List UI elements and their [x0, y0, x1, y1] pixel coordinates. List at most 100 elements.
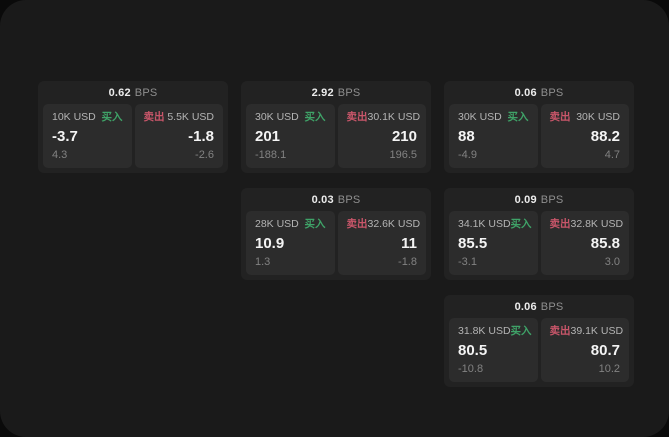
- sell-panel-header: 卖出 5.5K USD: [144, 111, 215, 124]
- sell-amount: 30.1K USD: [367, 111, 421, 123]
- sell-amount: 32.8K USD: [570, 218, 624, 230]
- sell-side-label: 卖出: [346, 218, 368, 230]
- buy-panel[interactable]: 10K USD 买入 -3.7 4.3: [43, 104, 132, 168]
- bps-value: 0.09: [514, 193, 537, 206]
- quote-panels: 10K USD 买入 -3.7 4.3 卖出 5.5K USD -1.8 -2.…: [38, 104, 228, 173]
- sell-panel-header: 卖出 30.1K USD: [346, 111, 421, 124]
- bps-unit-label: BPS: [337, 86, 361, 99]
- quote-panels: 30K USD 买入 88 -4.9 卖出 30K USD 88.2 4.7: [444, 104, 634, 173]
- sell-side-label: 卖出: [549, 218, 571, 230]
- sell-panel[interactable]: 卖出 30.1K USD 210 196.5: [337, 104, 426, 168]
- sell-price: 11: [401, 234, 417, 252]
- sell-price: -1.8: [188, 127, 214, 145]
- buy-panel[interactable]: 34.1K USD 买入 85.5 -3.1: [449, 211, 538, 275]
- sell-sub-value: 3.0: [604, 256, 620, 268]
- sell-sub-value: -2.6: [195, 149, 214, 161]
- buy-sub-value: -188.1: [255, 149, 287, 161]
- quote-panels: 31.8K USD 买入 80.5 -10.8 卖出 39.1K USD 80.…: [444, 318, 634, 387]
- sell-panel[interactable]: 卖出 39.1K USD 80.7 10.2: [540, 318, 629, 382]
- buy-sub-value: 4.3: [52, 149, 68, 161]
- buy-amount: 31.8K USD: [458, 325, 511, 337]
- bps-value: 2.92: [311, 86, 334, 99]
- buy-price: 201: [255, 127, 281, 145]
- quote-card[interactable]: 0.62 BPS 10K USD 买入 -3.7 4.3 卖出 5.5K USD…: [38, 81, 228, 173]
- bps-unit-label: BPS: [540, 86, 564, 99]
- sell-sub-value: 4.7: [604, 149, 620, 161]
- buy-price: -3.7: [52, 127, 78, 145]
- sell-price: 88.2: [590, 127, 620, 145]
- buy-side-label: 买入: [510, 325, 532, 337]
- buy-amount: 30K USD: [255, 111, 299, 123]
- sell-sub-value: -1.8: [398, 256, 417, 268]
- buy-panel[interactable]: 28K USD 买入 10.9 1.3: [246, 211, 335, 275]
- quote-card[interactable]: 2.92 BPS 30K USD 买入 201 -188.1 卖出 30.1K …: [241, 81, 431, 173]
- buy-panel[interactable]: 30K USD 买入 201 -188.1: [246, 104, 335, 168]
- sell-panel[interactable]: 卖出 32.8K USD 85.8 3.0: [540, 211, 629, 275]
- buy-panel-header: 28K USD 买入: [255, 218, 326, 231]
- card-header: 0.62 BPS: [38, 81, 228, 104]
- quote-cards-grid: 0.62 BPS 10K USD 买入 -3.7 4.3 卖出 5.5K USD…: [38, 81, 634, 387]
- buy-side-label: 买入: [304, 111, 326, 123]
- bps-unit-label: BPS: [540, 193, 564, 206]
- sell-panel-header: 卖出 30K USD: [550, 111, 621, 124]
- sell-price: 80.7: [590, 341, 620, 359]
- sell-panel[interactable]: 卖出 30K USD 88.2 4.7: [540, 104, 629, 168]
- quote-card[interactable]: 0.06 BPS 30K USD 买入 88 -4.9 卖出 30K USD 8…: [444, 81, 634, 173]
- buy-sub-value: 1.3: [255, 256, 271, 268]
- bps-value: 0.62: [108, 86, 131, 99]
- buy-sub-value: -3.1: [458, 256, 477, 268]
- quote-card[interactable]: 0.03 BPS 28K USD 买入 10.9 1.3 卖出 32.6K US…: [241, 188, 431, 280]
- buy-amount: 10K USD: [52, 111, 96, 123]
- buy-panel-header: 34.1K USD 买入: [458, 218, 532, 231]
- quote-card[interactable]: 0.09 BPS 34.1K USD 买入 85.5 -3.1 卖出 32.8K…: [444, 188, 634, 280]
- bps-unit-label: BPS: [337, 193, 361, 206]
- bps-value: 0.06: [514, 86, 537, 99]
- buy-price: 85.5: [458, 234, 488, 252]
- card-header: 2.92 BPS: [241, 81, 431, 104]
- card-header: 0.06 BPS: [444, 295, 634, 318]
- buy-amount: 30K USD: [458, 111, 502, 123]
- buy-sub-value: -4.9: [458, 149, 477, 161]
- buy-panel[interactable]: 30K USD 买入 88 -4.9: [449, 104, 538, 168]
- sell-amount: 32.6K USD: [367, 218, 421, 230]
- buy-side-label: 买入: [304, 218, 326, 230]
- card-header: 0.06 BPS: [444, 81, 634, 104]
- bps-unit-label: BPS: [134, 86, 158, 99]
- bps-value: 0.06: [514, 300, 537, 313]
- buy-side-label: 买入: [510, 218, 532, 230]
- quote-card[interactable]: 0.06 BPS 31.8K USD 买入 80.5 -10.8 卖出 39.1…: [444, 295, 634, 387]
- sell-panel[interactable]: 卖出 32.6K USD 11 -1.8: [337, 211, 426, 275]
- sell-panel[interactable]: 卖出 5.5K USD -1.8 -2.6: [134, 104, 223, 168]
- buy-sub-value: -10.8: [458, 363, 484, 375]
- sell-side-label: 卖出: [549, 111, 571, 123]
- buy-panel-header: 30K USD 买入: [255, 111, 326, 124]
- quote-panels: 34.1K USD 买入 85.5 -3.1 卖出 32.8K USD 85.8…: [444, 211, 634, 280]
- card-header: 0.09 BPS: [444, 188, 634, 211]
- sell-panel-header: 卖出 39.1K USD: [550, 325, 624, 338]
- sell-panel-header: 卖出 32.6K USD: [346, 218, 421, 231]
- card-header: 0.03 BPS: [241, 188, 431, 211]
- buy-panel-header: 30K USD 买入: [458, 111, 529, 124]
- buy-amount: 34.1K USD: [458, 218, 511, 230]
- buy-panel-header: 31.8K USD 买入: [458, 325, 532, 338]
- sell-amount: 30K USD: [576, 111, 620, 123]
- buy-side-label: 买入: [101, 111, 123, 123]
- buy-price: 10.9: [255, 234, 285, 252]
- bps-value: 0.03: [311, 193, 334, 206]
- sell-panel-header: 卖出 32.8K USD: [549, 218, 624, 231]
- buy-side-label: 买入: [507, 111, 529, 123]
- buy-panel[interactable]: 31.8K USD 买入 80.5 -10.8: [449, 318, 538, 382]
- buy-price: 88: [458, 127, 475, 145]
- sell-price: 85.8: [590, 234, 620, 252]
- sell-side-label: 卖出: [346, 111, 368, 123]
- quote-panels: 30K USD 买入 201 -188.1 卖出 30.1K USD 210 1…: [241, 104, 431, 173]
- buy-price: 80.5: [458, 341, 488, 359]
- quote-panels: 28K USD 买入 10.9 1.3 卖出 32.6K USD 11 -1.8: [241, 211, 431, 280]
- sell-sub-value: 196.5: [389, 149, 417, 161]
- sell-sub-value: 10.2: [598, 363, 620, 375]
- sell-amount: 5.5K USD: [167, 111, 214, 123]
- sell-price: 210: [391, 127, 417, 145]
- sell-amount: 39.1K USD: [570, 325, 624, 337]
- buy-panel-header: 10K USD 买入: [52, 111, 123, 124]
